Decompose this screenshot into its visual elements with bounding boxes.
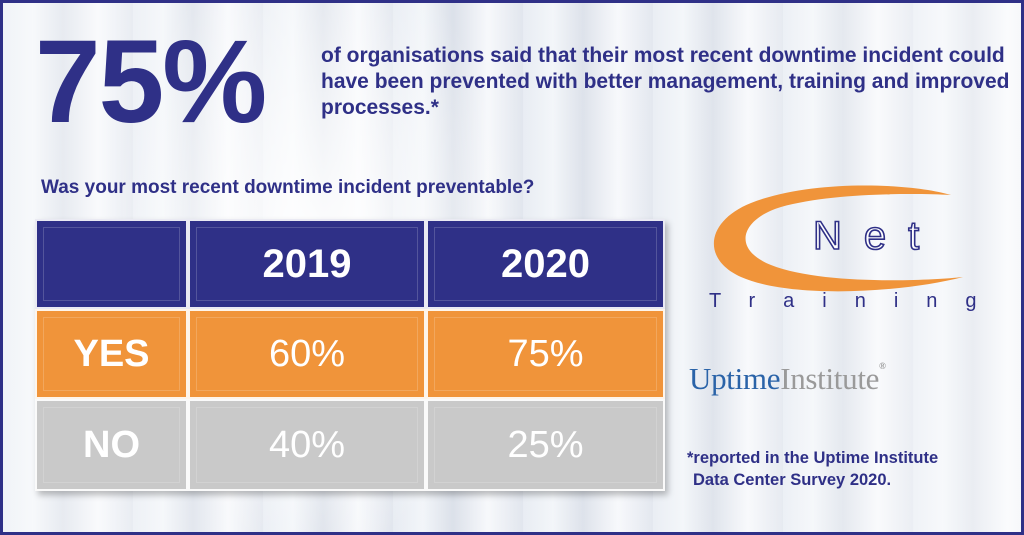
table-corner-cell — [35, 219, 188, 309]
footnote: *reported in the Uptime Institute Data C… — [687, 447, 1017, 491]
headline-text: of organisations said that their most re… — [321, 44, 1010, 119]
cell-no-2019: 40% — [188, 399, 426, 491]
row-label-no: NO — [35, 399, 188, 491]
cell-no-2020: 25% — [426, 399, 665, 491]
results-table: 2019 2020 YES 60% 75% NO 40% 25% — [35, 219, 665, 491]
headline-stat: 75% — [35, 16, 267, 148]
column-header-2020: 2020 — [426, 219, 665, 309]
registered-mark: ® — [879, 361, 886, 371]
footnote-line-2: Data Center Survey 2020. — [693, 471, 892, 489]
cnet-c-swoosh — [713, 185, 963, 292]
footnote-line-1: *reported in the Uptime Institute — [687, 449, 939, 467]
column-header-2019: 2019 — [188, 219, 426, 309]
cnet-sub: Training — [709, 290, 1001, 312]
institute-word: Institute — [780, 361, 880, 396]
uptime-institute-logo: UptimeInstitute® — [689, 361, 886, 397]
uptime-word: Uptime — [689, 361, 781, 396]
cnet-word: Net — [813, 214, 941, 258]
cell-yes-2020: 75% — [426, 309, 665, 399]
cnet-training-logo: Net Training — [709, 185, 1001, 312]
table-question: Was your most recent downtime incident p… — [41, 177, 535, 198]
cell-yes-2019: 60% — [188, 309, 426, 399]
row-label-yes: YES — [35, 309, 188, 399]
